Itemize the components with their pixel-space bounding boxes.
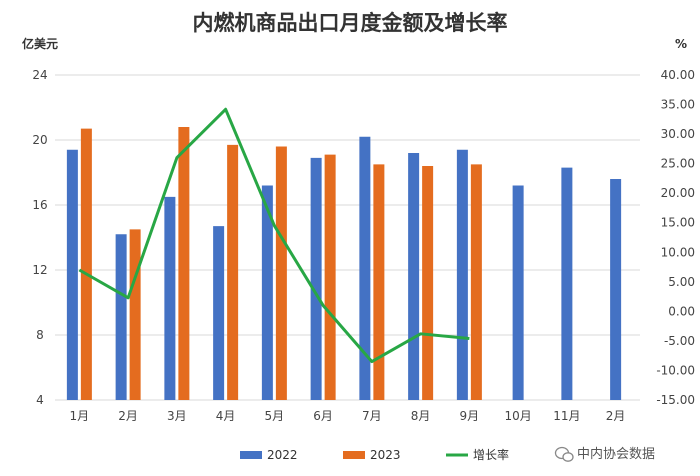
x-tick-label: 5月 — [265, 409, 285, 423]
bar-2022 — [261, 185, 273, 400]
bar-2022 — [561, 167, 573, 400]
bar-2022 — [456, 149, 468, 400]
x-tick-label: 11月 — [553, 409, 580, 423]
gridlines — [55, 74, 640, 401]
legend: 2022 2023 增长率 — [240, 447, 509, 462]
line-series-增长率 — [78, 107, 470, 364]
left-tick-label: 12 — [32, 263, 47, 277]
growth-line — [78, 107, 470, 364]
right-tick-label: -10.00 — [656, 363, 695, 377]
watermark: 中内协会数据 — [554, 446, 655, 462]
x-tick-label: 7月 — [362, 409, 382, 423]
x-tick-label: 6月 — [313, 409, 333, 423]
bar-2022 — [408, 153, 420, 400]
left-tick-label: 8 — [36, 328, 44, 342]
bar-2022 — [512, 185, 524, 400]
x-axis-ticks: 1月 2月 3月 4月 5月 6月 7月 8月 9月 10月 11月 2月 — [70, 409, 626, 423]
right-tick-label: 10.00 — [661, 245, 695, 259]
right-tick-label: 0.00 — [668, 304, 695, 318]
bar-2022 — [310, 157, 322, 400]
x-tick-label: 3月 — [167, 409, 187, 423]
bar-2022 — [66, 149, 78, 400]
x-tick-label: 2月 — [606, 409, 626, 423]
x-tick-label: 1月 — [70, 409, 90, 423]
bar-2023 — [470, 164, 482, 400]
x-tick-label: 10月 — [504, 409, 531, 423]
watermark-text: 中内协会数据 — [577, 446, 655, 462]
legend-label-2022: 2022 — [267, 448, 298, 462]
right-axis-unit: % — [675, 37, 687, 51]
legend-label-增长率: 增长率 — [473, 447, 509, 462]
right-axis-ticks: -15.00 -10.00 -5.00 0.00 5.00 10.00 15.00 20.00… — [656, 68, 695, 407]
bar-2023 — [422, 166, 434, 400]
bar-2022 — [115, 234, 127, 400]
bar-2023 — [178, 127, 190, 400]
bar-2023 — [275, 146, 287, 400]
left-tick-label: 24 — [32, 68, 47, 82]
right-tick-label: 30.00 — [661, 127, 695, 141]
x-tick-label: 4月 — [216, 409, 236, 423]
right-tick-label: 40.00 — [661, 68, 695, 82]
bar-2023 — [373, 164, 385, 400]
right-tick-label: -15.00 — [656, 393, 695, 407]
wechat-icon — [554, 446, 574, 462]
chart-title: 内燃机商品出口月度金额及增长率 — [193, 11, 508, 35]
right-tick-label: 5.00 — [668, 275, 695, 289]
legend-swatch-2023 — [343, 451, 365, 459]
bar-2023 — [80, 128, 92, 400]
right-tick-label: 20.00 — [661, 186, 695, 200]
x-tick-label: 9月 — [460, 409, 480, 423]
bar-2022 — [164, 196, 176, 400]
left-axis-ticks: 4 8 12 16 20 24 — [32, 68, 47, 407]
left-tick-label: 16 — [32, 198, 47, 212]
bar-2023 — [324, 154, 336, 400]
bars — [66, 127, 622, 400]
legend-swatch-2022 — [240, 451, 262, 459]
bar-2023 — [227, 144, 239, 400]
left-axis-unit: 亿美元 — [22, 36, 58, 51]
x-tick-label: 2月 — [118, 409, 138, 423]
right-tick-label: -5.00 — [664, 334, 695, 348]
right-tick-label: 35.00 — [661, 98, 695, 112]
bar-2022 — [359, 136, 371, 400]
x-tick-label: 8月 — [411, 409, 431, 423]
right-tick-label: 15.00 — [661, 216, 695, 230]
bar-2022 — [610, 179, 622, 400]
right-tick-label: 25.00 — [661, 157, 695, 171]
legend-label-2023: 2023 — [370, 448, 401, 462]
bar-2023 — [129, 229, 141, 400]
left-tick-label: 20 — [32, 133, 47, 147]
bar-2022 — [213, 226, 225, 400]
left-tick-label: 4 — [36, 393, 44, 407]
